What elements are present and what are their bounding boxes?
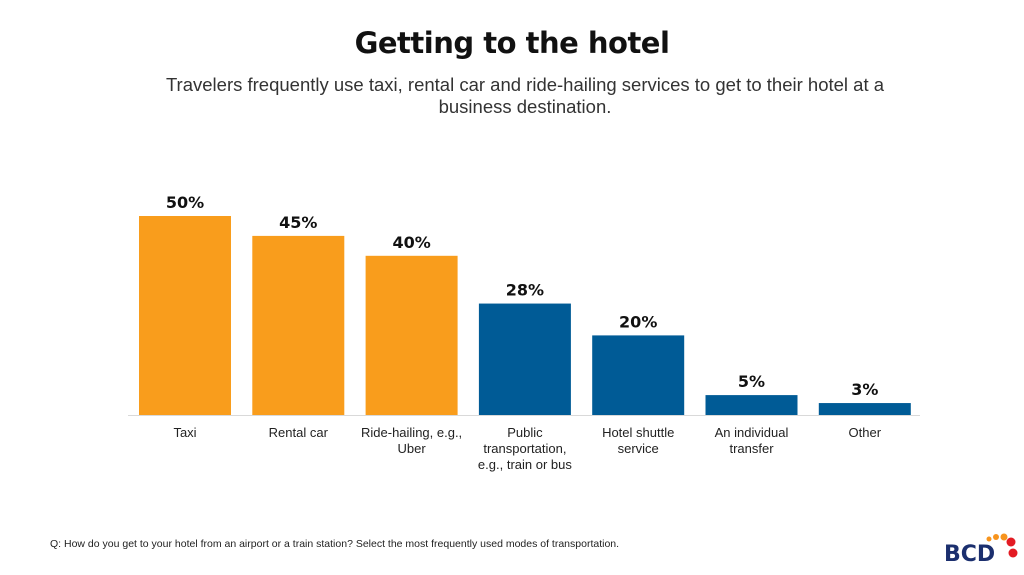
svg-text:BCD: BCD [944, 542, 995, 564]
category-label: Taxi [173, 425, 196, 440]
category-label: Other [849, 425, 882, 440]
data-label: 5% [738, 372, 765, 391]
footnote-question: Q: How do you get to your hotel from an … [50, 538, 620, 550]
category-label: Rental car [269, 425, 329, 440]
category-label: An individual [715, 425, 789, 440]
bar [592, 335, 685, 415]
category-label: Uber [398, 441, 427, 456]
data-label: 3% [851, 380, 878, 399]
chart-title: Getting to the hotel [354, 26, 670, 60]
bcd-logo: BCD [944, 533, 1018, 564]
bar [252, 235, 345, 415]
data-label: 45% [279, 213, 317, 232]
data-label: 40% [392, 233, 430, 252]
category-label: transportation, [483, 441, 566, 456]
category-label: e.g., train or bus [478, 457, 572, 472]
bar [139, 216, 231, 415]
data-label: 28% [506, 281, 544, 300]
bar-chart: 50% Taxi 45% Rental car 40% Ride-hailing, e.g… [128, 193, 920, 472]
data-label: 20% [619, 312, 657, 331]
category-label: transfer [729, 441, 774, 456]
bar [365, 255, 458, 415]
category-label: Public [507, 425, 543, 440]
category-label: Hotel shuttle [602, 425, 674, 440]
category-label: Ride-hailing, e.g., [361, 425, 462, 440]
data-label: 50% [166, 193, 204, 212]
bar [818, 403, 911, 415]
chart-subtitle: Travelers frequently use taxi, rental ca… [165, 74, 885, 117]
bar [478, 303, 571, 415]
bar [705, 395, 798, 415]
category-label: service [618, 441, 659, 456]
